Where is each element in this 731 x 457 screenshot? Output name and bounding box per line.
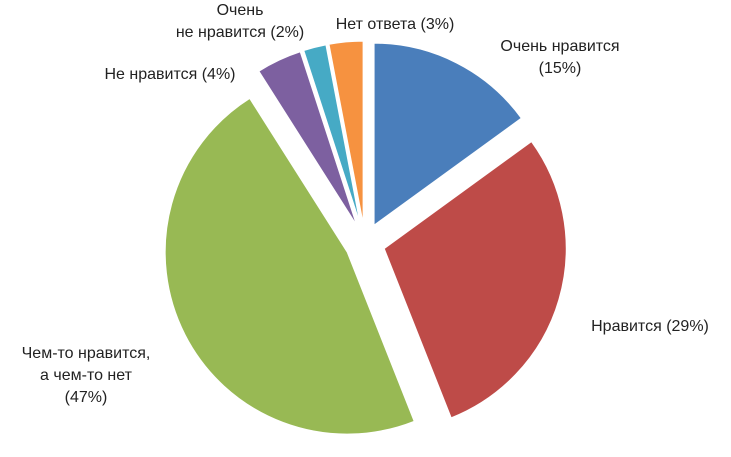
data-label: Очень нравится (15%) [470, 36, 650, 80]
pie-slice [303, 44, 361, 224]
category-label: Очень нравится [500, 38, 620, 55]
pie-slice [328, 40, 364, 224]
data-label: Нравится (29%) [575, 316, 725, 338]
category-label: Не нравится [104, 66, 198, 83]
category-label: Нет ответа [335, 16, 417, 33]
pie-slice [258, 51, 357, 226]
value-label: (29%) [666, 318, 709, 335]
pie-slice [373, 42, 523, 227]
pie-slice [383, 140, 567, 419]
pie-slice [164, 97, 415, 435]
category-label: Чем-то нравится, а чем-то нет [21, 345, 151, 384]
value-label: (4%) [201, 66, 236, 83]
data-label: Очень не нравится (2%) [165, 0, 315, 44]
value-label: (3%) [420, 16, 455, 33]
data-label: Чем-то нравится, а чем-то нет (47%) [0, 343, 172, 409]
data-label: Нет ответа (3%) [300, 14, 490, 36]
data-label: Не нравится (4%) [80, 64, 260, 86]
value-label: (2%) [270, 24, 305, 41]
value-label: (47%) [64, 389, 108, 406]
category-label: Очень не нравится [175, 2, 266, 41]
value-label: (15%) [538, 60, 582, 77]
category-label: Нравится [591, 318, 662, 335]
